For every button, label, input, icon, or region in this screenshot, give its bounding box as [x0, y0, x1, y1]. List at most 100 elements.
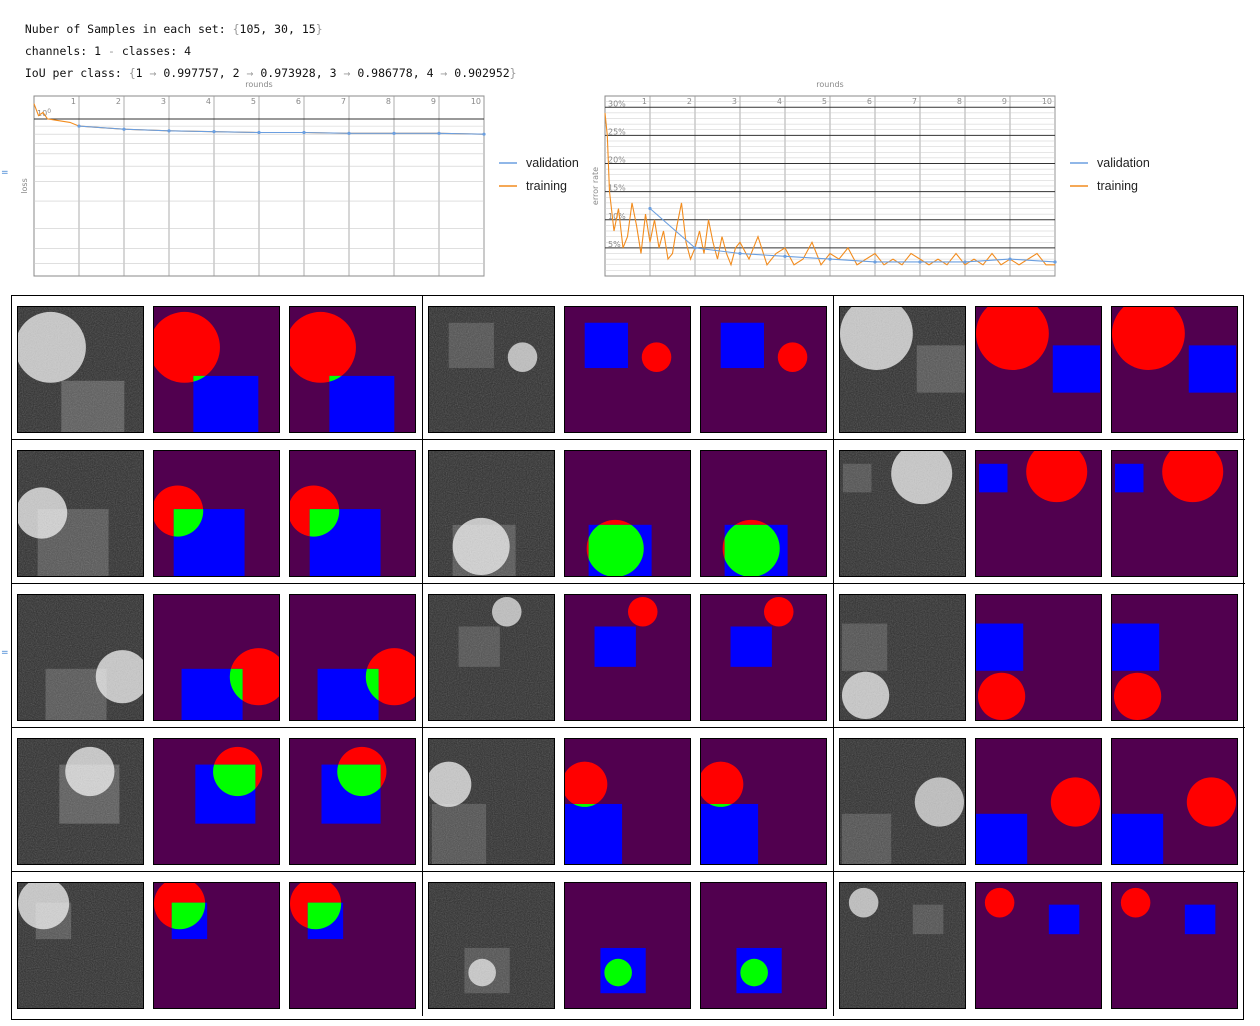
gt-circle-region [154, 311, 220, 383]
validation-point [122, 127, 126, 131]
x-tick-label: 9 [431, 97, 436, 106]
pred-overlap-region [329, 375, 342, 382]
validation-point [648, 206, 652, 211]
iou-class-value: 0.997757 [163, 66, 219, 80]
sample-cell [834, 728, 1245, 872]
pred-overlap-region [307, 902, 342, 930]
y-tick-label: 20% [608, 156, 626, 165]
prediction-mask [1111, 306, 1238, 433]
input-image [17, 594, 144, 721]
validation-point [693, 246, 697, 250]
iou-class-value: 0.973928 [260, 66, 316, 80]
sample-cell [423, 296, 834, 440]
segmentation-results-grid [11, 295, 1245, 1020]
side-mark-2: = [1, 648, 9, 658]
chart-legend: validation training [1070, 156, 1150, 193]
input-image [839, 738, 966, 865]
y-axis-label: loss [20, 178, 29, 193]
gt-circle-region [977, 672, 1026, 720]
prediction-mask [289, 450, 416, 577]
validation-point [392, 131, 396, 135]
gt-circle-region [984, 887, 1015, 918]
validation-point [347, 131, 351, 135]
ground-truth-mask [153, 450, 280, 577]
x-tick-label: 6 [296, 97, 301, 106]
gt-overlap-region [171, 902, 206, 930]
pred-square-region [1114, 463, 1144, 493]
pred-circle-region [290, 311, 356, 383]
sample-cell [12, 728, 423, 872]
pred-circle-region [1112, 307, 1185, 370]
ground-truth-mask [564, 450, 691, 577]
prediction-mask [289, 594, 416, 721]
ground-truth-mask [975, 450, 1102, 577]
input-noise [429, 595, 554, 720]
training-legend-label: training [1097, 179, 1138, 193]
validation-point [1053, 260, 1057, 264]
prediction-mask [700, 738, 827, 865]
input-image [428, 450, 555, 577]
sample-cell [12, 296, 423, 440]
samples-label: Nuber of Samples in each set: [24, 22, 233, 36]
pred-overlap-region [337, 764, 381, 797]
input-noise [840, 883, 965, 1008]
sample-cell [12, 872, 423, 1016]
y-tick-label: 15% [608, 184, 626, 193]
input-image [428, 882, 555, 1009]
pred-square-region [701, 803, 759, 864]
input-noise [429, 307, 554, 432]
validation-point [167, 129, 171, 133]
x-tick-label: 7 [341, 97, 346, 106]
pred-circle-region [777, 342, 808, 372]
gt-square-region [594, 626, 636, 667]
input-image [428, 594, 555, 721]
validation-point [918, 260, 922, 264]
gt-square-region [978, 463, 1008, 493]
validation-point [1008, 257, 1012, 261]
prediction-mask [1111, 450, 1238, 577]
iou-label: IoU per class: [24, 66, 129, 80]
ground-truth-mask [975, 882, 1102, 1009]
pred-square-region [720, 322, 764, 369]
input-noise [18, 883, 143, 1008]
channels-sep: - [107, 44, 115, 58]
gt-overlap-region [588, 524, 644, 576]
validation-point [738, 251, 742, 256]
x-tick-label: 8 [386, 97, 391, 106]
prediction-mask [700, 450, 827, 577]
channels-line: channels: 1 - classes: 4 [11, 30, 191, 58]
samples-values: 105, 30, 15 [239, 22, 316, 36]
ground-truth-mask [564, 882, 691, 1009]
ground-truth-mask [975, 306, 1102, 433]
input-noise [840, 307, 965, 432]
input-noise [840, 739, 965, 864]
gt-circle-region [1026, 451, 1088, 503]
gt-square-region [1052, 345, 1101, 393]
validation-series-line [649, 208, 1056, 263]
input-noise [18, 739, 143, 864]
input-image [839, 882, 966, 1009]
gt-square-region [193, 375, 259, 432]
input-image [17, 738, 144, 865]
input-noise [18, 451, 143, 576]
gt-square-region [976, 813, 1028, 864]
gt-square-region [565, 803, 623, 864]
iou-class-value: 0.902952 [454, 66, 510, 80]
training-legend-label: training [526, 179, 567, 193]
input-noise [840, 451, 965, 576]
ground-truth-mask [975, 738, 1102, 865]
sample-cell [423, 872, 834, 1016]
ground-truth-mask [153, 882, 280, 1009]
validation-legend-label: validation [1097, 156, 1150, 170]
x-tick-label: 2 [116, 97, 121, 106]
iou-line: IoU per class: {1 → 0.997757, 2 → 0.9739… [11, 52, 517, 80]
chart-legend: validation training [499, 156, 579, 193]
iou-arrow: → [433, 66, 455, 80]
input-noise [429, 451, 554, 576]
pred-overlap-region [724, 524, 780, 576]
x-axis-label: rounds [245, 80, 272, 89]
ground-truth-mask [564, 306, 691, 433]
x-tick-label: 5 [251, 97, 256, 106]
pred-square-region [730, 626, 772, 667]
iou-brace-close: } [509, 66, 517, 80]
